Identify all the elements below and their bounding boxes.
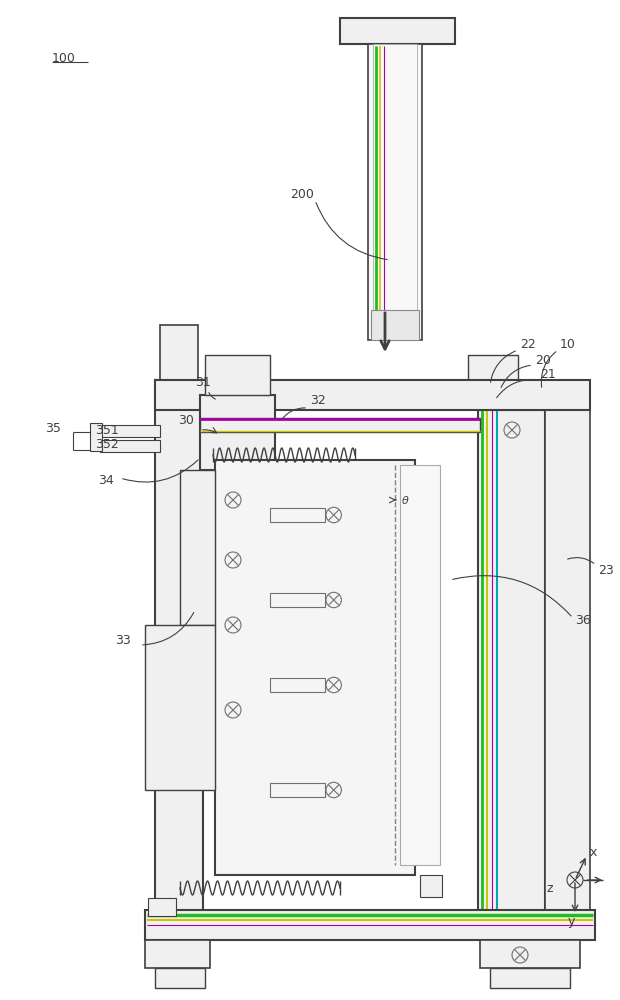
Bar: [478, 410, 545, 920]
Bar: [270, 783, 325, 797]
Bar: [145, 910, 595, 940]
Bar: [371, 310, 419, 340]
Bar: [270, 678, 325, 692]
Bar: [90, 423, 102, 451]
Bar: [480, 940, 580, 968]
Text: x: x: [590, 846, 598, 858]
Text: 32: 32: [310, 393, 326, 406]
Bar: [160, 325, 198, 380]
Bar: [205, 355, 270, 395]
Bar: [340, 18, 455, 44]
Text: 200: 200: [290, 188, 314, 202]
Text: 22: 22: [520, 338, 536, 352]
Text: 10: 10: [560, 338, 576, 352]
Text: 20: 20: [535, 354, 551, 366]
Bar: [420, 875, 442, 897]
Text: 100: 100: [52, 51, 76, 64]
Bar: [270, 593, 325, 607]
Text: z: z: [546, 882, 553, 894]
Bar: [155, 380, 590, 410]
Bar: [215, 460, 415, 875]
Bar: [180, 470, 215, 625]
Bar: [100, 425, 160, 437]
Bar: [490, 968, 570, 988]
Bar: [145, 625, 215, 790]
Text: $\theta$: $\theta$: [401, 494, 410, 506]
Bar: [468, 355, 518, 380]
Bar: [368, 44, 422, 340]
Text: 33: 33: [115, 634, 131, 647]
Bar: [400, 465, 440, 865]
Text: 21: 21: [540, 368, 556, 381]
Text: 23: 23: [598, 564, 614, 576]
Bar: [148, 898, 176, 916]
Text: y: y: [568, 916, 575, 928]
Text: 35: 35: [45, 422, 61, 434]
Bar: [373, 44, 417, 340]
Bar: [155, 380, 203, 920]
Text: 34: 34: [98, 474, 113, 487]
Bar: [200, 395, 275, 470]
Text: 351: 351: [95, 424, 119, 436]
Bar: [270, 508, 325, 522]
Text: 31: 31: [195, 376, 211, 389]
Text: 30: 30: [178, 414, 194, 426]
Bar: [155, 968, 205, 988]
Bar: [200, 418, 480, 432]
Text: 352: 352: [95, 438, 119, 452]
Bar: [145, 940, 210, 968]
Bar: [545, 410, 590, 920]
Text: 36: 36: [575, 613, 591, 626]
Bar: [100, 440, 160, 452]
Bar: [458, 380, 545, 410]
